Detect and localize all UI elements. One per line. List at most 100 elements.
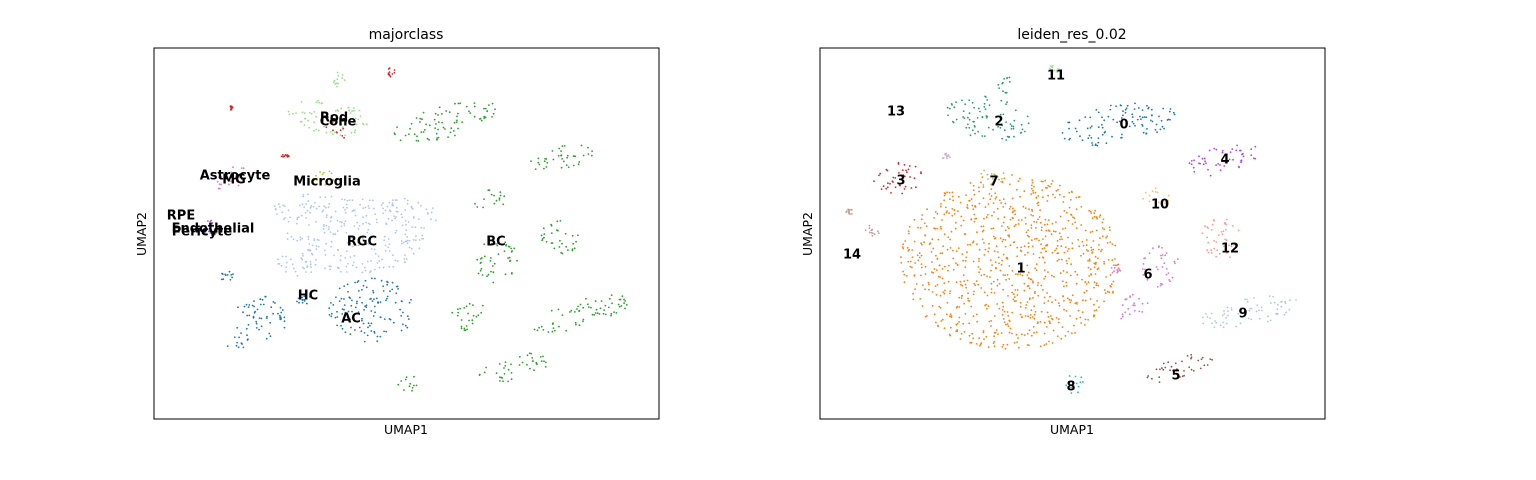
leiden-point (962, 259, 964, 262)
leiden-point (921, 305, 924, 307)
majorclass-point (425, 208, 428, 211)
leiden-point (1019, 313, 1022, 316)
leiden-cluster-6 (1110, 245, 1179, 320)
leiden-point (980, 181, 982, 184)
leiden-point (1058, 193, 1061, 196)
majorclass-cluster-label: Rod (320, 111, 348, 126)
leiden-point (1006, 135, 1009, 138)
majorclass-point (476, 206, 479, 208)
leiden-point (1258, 309, 1260, 312)
leiden-point (907, 260, 910, 263)
majorclass-point (341, 308, 344, 310)
majorclass-point (482, 206, 484, 209)
leiden-point (1052, 230, 1055, 233)
majorclass-point (559, 239, 561, 242)
leiden-point (873, 233, 876, 236)
majorclass-point (382, 290, 385, 292)
leiden-point (1151, 377, 1153, 380)
majorclass-point (340, 221, 343, 224)
leiden-point (1034, 238, 1036, 240)
majorclass-point (362, 322, 365, 325)
leiden-point (1094, 263, 1097, 265)
majorclass-point (341, 321, 344, 323)
leiden-cluster-label: 10 (1151, 198, 1169, 213)
leiden-point (1050, 70, 1053, 73)
leiden-point (965, 286, 968, 289)
majorclass-point (493, 262, 496, 265)
majorclass-point (349, 256, 352, 258)
leiden-point (1100, 250, 1102, 253)
majorclass-point (305, 271, 307, 273)
majorclass-point (339, 254, 342, 257)
leiden-point (1032, 189, 1034, 192)
leiden-point (967, 116, 969, 119)
majorclass-point (382, 285, 385, 288)
leiden-point (1019, 301, 1022, 304)
leiden-point (999, 237, 1002, 240)
leiden-point (1009, 218, 1012, 221)
majorclass-point (492, 281, 495, 284)
leiden-point (1034, 267, 1037, 270)
majorclass-point (437, 136, 440, 139)
majorclass-point (406, 199, 409, 202)
majorclass-point (441, 121, 443, 124)
leiden-point (1085, 283, 1088, 285)
leiden-point (934, 227, 937, 230)
leiden-point (1204, 160, 1206, 163)
majorclass-point (400, 240, 403, 242)
leiden-cluster-label: 7 (989, 175, 998, 190)
leiden-point (993, 292, 996, 294)
majorclass-point (344, 311, 347, 314)
majorclass-point (411, 226, 414, 229)
leiden-point (1091, 144, 1094, 147)
leiden-point (1246, 298, 1248, 301)
leiden-point (1082, 299, 1084, 302)
majorclass-point (274, 302, 276, 304)
leiden-point (901, 192, 903, 195)
leiden-point (1030, 193, 1032, 196)
leiden-point (1143, 257, 1145, 260)
majorclass-point (604, 313, 607, 316)
leiden-point (1037, 195, 1040, 197)
majorclass-point (477, 314, 480, 317)
leiden-point (1112, 264, 1115, 267)
majorclass-point (503, 373, 506, 375)
leiden-cluster-label: 9 (1238, 307, 1247, 322)
majorclass-point (245, 303, 248, 306)
majorclass-point (354, 209, 356, 212)
majorclass-point (286, 238, 289, 241)
majorclass-point (333, 254, 335, 257)
majorclass-point (393, 69, 396, 71)
majorclass-point (386, 297, 388, 300)
majorclass-point (339, 220, 341, 223)
majorclass-point (408, 301, 411, 304)
majorclass-point (315, 115, 318, 118)
leiden-point (917, 259, 920, 262)
leiden-point (955, 250, 958, 253)
leiden-point (1186, 355, 1189, 357)
majorclass-point (547, 331, 550, 333)
majorclass-point (430, 218, 432, 221)
leiden-point (1233, 243, 1235, 246)
majorclass-point (396, 260, 399, 262)
majorclass-point (382, 202, 384, 205)
leiden-point (1054, 299, 1057, 301)
leiden-point (1033, 313, 1036, 316)
leiden-point (1024, 315, 1027, 317)
leiden-point (1031, 280, 1034, 282)
leiden-point (982, 184, 985, 186)
majorclass-point (259, 303, 262, 306)
leiden-point (1047, 271, 1049, 273)
leiden-point (1094, 255, 1097, 258)
leiden-point (1019, 249, 1022, 252)
leiden-point (1057, 302, 1060, 305)
leiden-point (1011, 311, 1014, 314)
leiden-point (899, 184, 901, 187)
leiden-point (1081, 311, 1084, 314)
majorclass-point (491, 102, 494, 105)
leiden-point (1068, 257, 1070, 260)
leiden-point (965, 126, 968, 129)
leiden-point (982, 186, 985, 188)
majorclass-point (319, 171, 321, 174)
leiden-cluster-5 (1146, 353, 1213, 383)
